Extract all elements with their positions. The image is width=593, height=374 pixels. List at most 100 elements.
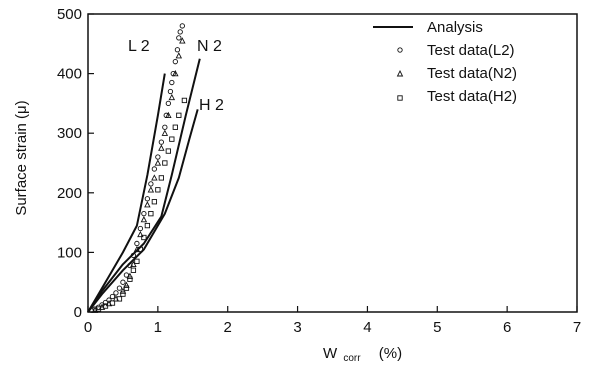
test-point-h2 [165, 148, 171, 154]
x-axis-title: W corr (%) [323, 345, 402, 365]
test-point-n2 [161, 129, 169, 136]
curve-label-l2: L 2 [128, 38, 150, 55]
legend-h2-label: Test data(H2) [427, 88, 517, 105]
test-point-n2 [140, 216, 148, 223]
test-point-h2 [130, 267, 137, 273]
test-point-h2 [102, 303, 109, 309]
test-point-n2 [123, 281, 130, 288]
test-point-l2 [162, 124, 168, 130]
test-point-h2 [176, 112, 182, 118]
test-point-l2 [99, 302, 105, 308]
test-point-n2 [144, 201, 151, 208]
test-point-n2 [154, 159, 162, 166]
test-point-l2 [169, 79, 175, 86]
test-point-l2 [172, 59, 178, 65]
analysis-curve-n2 [87, 58, 201, 313]
test-point-l2 [176, 35, 182, 41]
y-tick-label: 200 [57, 185, 82, 202]
y-tick-label: 100 [57, 244, 82, 261]
test-point-n2 [175, 52, 183, 59]
test-data-points [88, 23, 188, 313]
test-point-h2 [127, 276, 133, 282]
legend-h2-marker [397, 95, 403, 101]
test-point-h2 [151, 199, 158, 205]
test-point-l2 [102, 299, 109, 306]
x-axis-title-sub: corr [343, 353, 361, 364]
test-point-l2 [151, 166, 158, 172]
y-axis-title: Surface strain (μ) [13, 100, 30, 215]
plot-border [87, 13, 578, 313]
test-point-n2 [130, 260, 137, 267]
test-point-l2 [123, 272, 130, 278]
y-tick-label: 400 [57, 66, 82, 83]
legend-n2-label: Test data(N2) [427, 65, 517, 82]
test-point-n2 [179, 37, 186, 44]
x-tick-label: 0 [84, 319, 92, 336]
y-tick-label: 300 [57, 125, 82, 142]
test-point-l2 [165, 100, 171, 107]
legend: Analysis Test data(L2) Test data(N2) Tes… [373, 19, 517, 105]
test-point-n2 [151, 174, 158, 181]
test-point-l2 [167, 88, 174, 95]
test-point-n2 [165, 111, 172, 118]
test-point-l2 [134, 240, 140, 247]
x-tick-label: 1 [154, 319, 162, 336]
test-point-l2 [148, 181, 154, 187]
x-tick-label: 4 [363, 319, 371, 336]
test-point-h2 [95, 306, 102, 312]
test-point-l2 [141, 211, 147, 217]
test-point-l2 [137, 225, 144, 232]
curve-label-h2: H 2 [199, 97, 224, 114]
test-point-h2 [181, 97, 188, 104]
x-tick-label: 2 [224, 319, 232, 336]
test-point-h2 [134, 258, 140, 264]
test-point-l2 [158, 139, 165, 145]
test-point-h2 [144, 222, 151, 229]
test-point-h2 [155, 187, 161, 193]
test-point-n2 [158, 144, 165, 151]
legend-l2-label: Test data(L2) [427, 42, 515, 59]
test-point-h2 [172, 124, 178, 130]
x-axis-ticks: 0 1 2 3 4 5 6 7 [84, 306, 581, 336]
test-point-n2 [126, 272, 134, 279]
legend-n2-marker [396, 69, 404, 77]
test-point-h2 [137, 246, 144, 253]
test-point-h2 [120, 291, 126, 297]
x-tick-label: 5 [433, 319, 441, 336]
test-point-h2 [109, 300, 116, 306]
test-point-l2 [106, 297, 112, 303]
legend-l2-marker [397, 47, 403, 53]
x-tick-label: 3 [293, 319, 301, 336]
test-point-h2 [123, 285, 130, 291]
test-point-n2 [119, 287, 127, 294]
y-tick-label: 0 [74, 304, 82, 321]
test-point-l2 [109, 293, 116, 300]
test-point-n2 [168, 93, 176, 101]
test-point-n2 [147, 186, 155, 193]
plot-frame [87, 13, 578, 313]
test-point-h2 [169, 136, 175, 142]
test-point-l2 [130, 252, 137, 259]
analysis-curve-l2 [87, 73, 166, 313]
legend-analysis-label: Analysis [427, 19, 483, 36]
test-point-l2 [113, 290, 119, 296]
x-tick-label: 6 [503, 319, 511, 336]
test-point-h2 [148, 211, 154, 217]
x-axis-title-main: W [323, 345, 338, 362]
test-point-h2 [116, 296, 123, 302]
test-point-l2 [120, 279, 126, 285]
y-tick-label: 500 [57, 6, 82, 23]
x-axis-title-unit: (%) [379, 345, 402, 362]
y-axis-ticks: 0 100 200 300 400 500 [57, 6, 94, 321]
test-point-l2 [155, 154, 161, 160]
analysis-curve-h2 [87, 109, 199, 313]
test-point-l2 [144, 196, 151, 202]
curve-label-n2: N 2 [197, 38, 222, 55]
test-point-h2 [158, 175, 164, 181]
test-point-h2 [141, 234, 147, 241]
analysis-curves [87, 58, 201, 313]
test-point-n2 [137, 230, 144, 238]
test-point-l2 [127, 262, 133, 269]
test-point-l2 [174, 47, 181, 53]
